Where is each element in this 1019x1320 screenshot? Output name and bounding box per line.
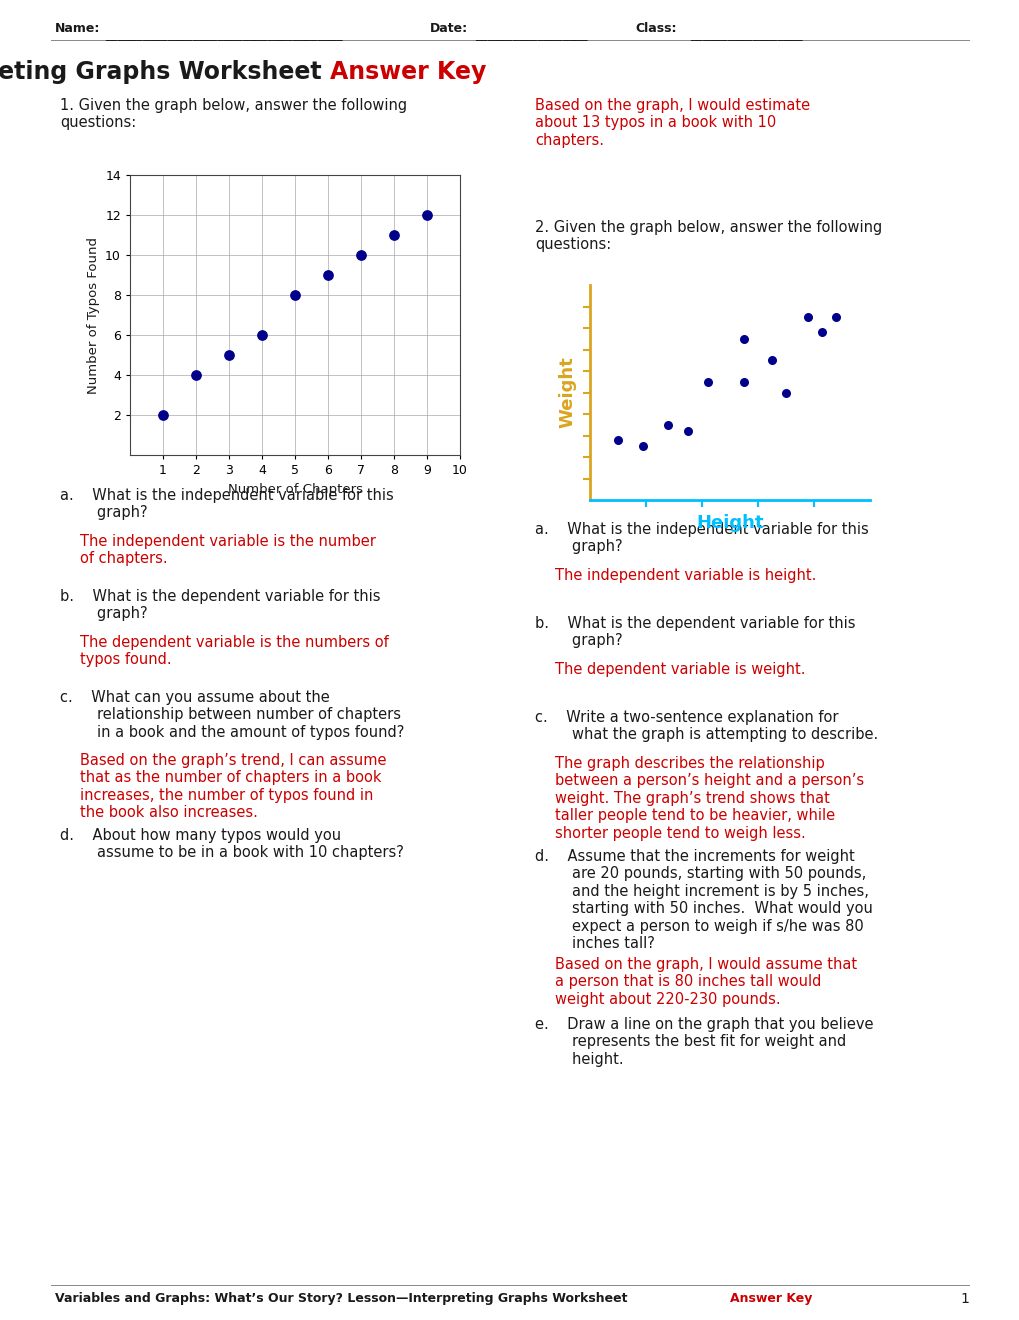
X-axis label: Height: Height (696, 513, 763, 532)
Point (813, 322, 829, 343)
Text: c.    Write a two-sentence explanation for
        what the graph is attempting : c. Write a two-sentence explanation for … (535, 710, 877, 742)
Point (659, 414, 676, 436)
Y-axis label: Weight: Weight (557, 356, 576, 429)
Text: __________________: __________________ (475, 28, 587, 41)
Point (827, 306, 844, 327)
Text: Interpreting Graphs Worksheet: Interpreting Graphs Worksheet (0, 59, 330, 84)
Text: b.    What is the dependent variable for this
        graph?: b. What is the dependent variable for th… (60, 589, 380, 622)
Text: a.    What is the independent variable for this
        graph?: a. What is the independent variable for … (60, 488, 393, 520)
Text: Class:: Class: (635, 22, 676, 36)
Point (609, 429, 626, 450)
Text: e.    Draw a line on the graph that you believe
        represents the best fit : e. Draw a line on the graph that you bel… (535, 1016, 872, 1067)
Point (254, 325, 270, 346)
Point (221, 345, 237, 366)
Point (385, 224, 401, 246)
Text: Variables and Graphs: What’s Our Story? Lesson—Interpreting Graphs Worksheet: Variables and Graphs: What’s Our Story? … (55, 1292, 631, 1305)
Point (735, 371, 751, 392)
Text: d.    About how many typos would you
        assume to be in a book with 10 chap: d. About how many typos would you assume… (60, 828, 404, 861)
Text: d.    Assume that the increments for weight
        are 20 pounds, starting with: d. Assume that the increments for weight… (535, 849, 872, 950)
Point (155, 404, 171, 425)
Text: c.    What can you assume about the
        relationship between number of chapt: c. What can you assume about the relatio… (60, 690, 404, 739)
Text: The dependent variable is the numbers of
typos found.: The dependent variable is the numbers of… (79, 635, 388, 668)
Text: Based on the graph, I would assume that
a person that is 80 inches tall would
we: Based on the graph, I would assume that … (554, 957, 856, 1007)
Point (419, 205, 435, 226)
Text: Date:: Date: (430, 22, 468, 36)
Text: 1: 1 (959, 1292, 968, 1305)
Point (699, 371, 715, 392)
Y-axis label: Number of Typos Found: Number of Typos Found (87, 236, 100, 393)
Text: a.    What is the independent variable for this
        graph?: a. What is the independent variable for … (535, 521, 868, 554)
Text: Based on the graph’s trend, I can assume
that as the number of chapters in a boo: Based on the graph’s trend, I can assume… (79, 752, 386, 820)
Text: Answer Key: Answer Key (330, 59, 486, 84)
Point (286, 284, 303, 305)
Point (187, 364, 204, 385)
Text: Name:: Name: (55, 22, 100, 36)
Text: 2. Given the graph below, answer the following
questions:: 2. Given the graph below, answer the fol… (535, 220, 881, 252)
Text: ______________________________________: ______________________________________ (105, 28, 342, 41)
Point (777, 381, 794, 403)
Text: The independent variable is the number
of chapters.: The independent variable is the number o… (79, 535, 376, 566)
Text: Based on the graph, I would estimate
about 13 typos in a book with 10
chapters.: Based on the graph, I would estimate abo… (535, 98, 809, 148)
Text: The independent variable is height.: The independent variable is height. (554, 568, 815, 583)
Point (800, 306, 816, 327)
Point (763, 350, 780, 371)
Point (680, 421, 696, 442)
Point (320, 264, 336, 285)
Text: Answer Key: Answer Key (730, 1292, 811, 1305)
Text: __________________: __________________ (689, 28, 802, 41)
Text: The graph describes the relationship
between a person’s height and a person’s
we: The graph describes the relationship bet… (554, 756, 863, 841)
Point (353, 244, 369, 265)
Point (735, 329, 751, 350)
Point (635, 436, 651, 457)
Text: b.    What is the dependent variable for this
        graph?: b. What is the dependent variable for th… (535, 616, 855, 648)
Text: The dependent variable is weight.: The dependent variable is weight. (554, 663, 805, 677)
X-axis label: Number of Chapters: Number of Chapters (227, 483, 362, 495)
Text: 1. Given the graph below, answer the following
questions:: 1. Given the graph below, answer the fol… (60, 98, 407, 131)
